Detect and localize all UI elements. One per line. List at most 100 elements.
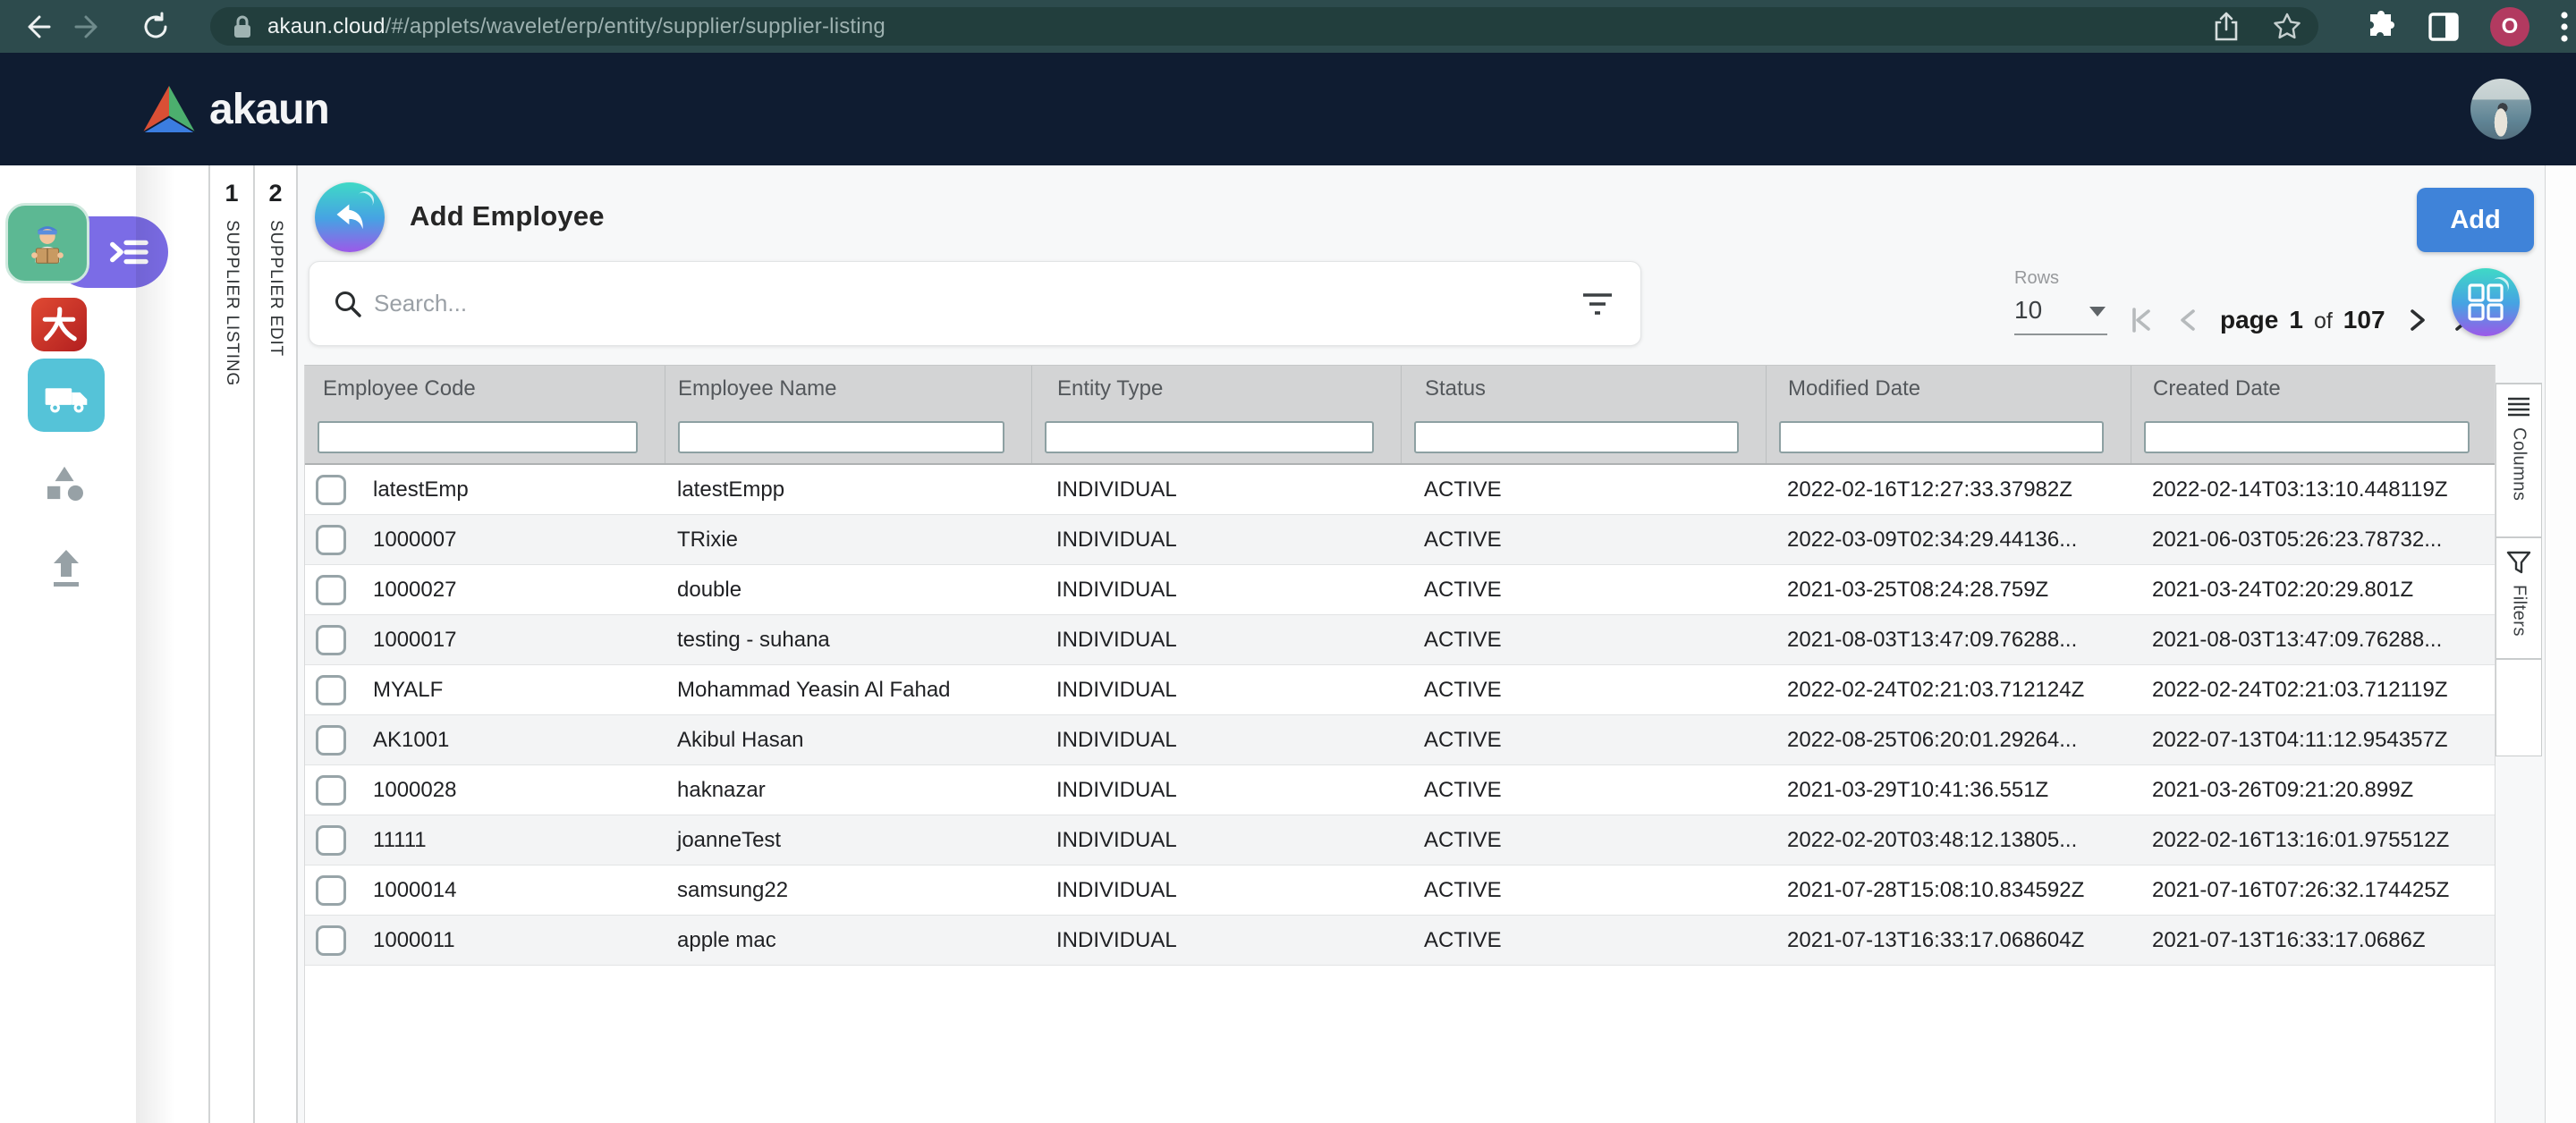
browser-toolbar: akaun.cloud/#/applets/wavelet/erp/entity… bbox=[0, 0, 2576, 53]
row-checkbox[interactable] bbox=[316, 525, 346, 555]
row-checkbox[interactable] bbox=[316, 625, 346, 655]
cell-employee-code: 1000007 bbox=[305, 515, 665, 564]
cell-modified-date: 2021-03-25T08:24:28.759Z bbox=[1766, 565, 2131, 614]
browser-back-icon[interactable] bbox=[9, 7, 63, 46]
column-header[interactable]: Created Date bbox=[2131, 366, 2496, 411]
right-panel-tabs: Columns Filters bbox=[2496, 383, 2542, 756]
search-icon bbox=[333, 289, 363, 319]
browser-menu-kebab-icon[interactable] bbox=[2560, 10, 2569, 44]
rows-select[interactable]: 10 bbox=[2014, 296, 2107, 335]
cell-modified-date: 2022-02-20T03:48:12.13805... bbox=[1766, 815, 2131, 865]
previous-page-button[interactable] bbox=[2177, 306, 2197, 334]
bookmark-star-icon[interactable] bbox=[2272, 12, 2302, 42]
next-page-button[interactable] bbox=[2409, 306, 2428, 334]
cell-employee-name: testing - suhana bbox=[665, 615, 1031, 664]
table-row[interactable]: latestEmplatestEmppINDIVIDUALACTIVE2022-… bbox=[305, 465, 2495, 515]
user-avatar[interactable] bbox=[2470, 79, 2531, 139]
rows-per-page: Rows 10 bbox=[2014, 268, 2113, 335]
column-header[interactable]: Employee Code bbox=[305, 366, 665, 411]
cell-employee-name: TRixie bbox=[665, 515, 1031, 564]
sidebar-item-logistics-applet[interactable] bbox=[28, 359, 105, 432]
row-checkbox[interactable] bbox=[316, 825, 346, 856]
page-word: page bbox=[2220, 306, 2278, 334]
cell-employee-name: Mohammad Yeasin Al Fahad bbox=[665, 665, 1031, 714]
table-row[interactable]: 1000017testing - suhanaINDIVIDUALACTIVE2… bbox=[305, 615, 2495, 665]
column-filter-input[interactable] bbox=[2144, 421, 2470, 453]
row-checkbox[interactable] bbox=[316, 875, 346, 906]
share-icon[interactable] bbox=[2213, 12, 2240, 42]
filters-panel-tab[interactable]: Filters bbox=[2496, 538, 2541, 660]
tab-supplier-edit[interactable]: 2 SUPPLIER EDIT bbox=[253, 165, 298, 1123]
table-row[interactable]: 1000014samsung22INDIVIDUALACTIVE2021-07-… bbox=[305, 865, 2495, 916]
row-checkbox[interactable] bbox=[316, 675, 346, 705]
filter-list-icon[interactable] bbox=[1581, 291, 1614, 317]
back-button[interactable] bbox=[315, 182, 385, 252]
row-checkbox[interactable] bbox=[316, 575, 346, 605]
column-header[interactable]: Employee Name bbox=[665, 366, 1031, 411]
browser-profile-avatar[interactable]: O bbox=[2490, 7, 2529, 46]
sidebar-item-dahua-applet[interactable] bbox=[31, 298, 87, 351]
total-pages: 107 bbox=[2343, 306, 2385, 334]
grid-view-button[interactable] bbox=[2452, 268, 2520, 336]
table-row[interactable]: 11111joanneTestINDIVIDUALACTIVE2022-02-2… bbox=[305, 815, 2495, 865]
search-input[interactable] bbox=[374, 290, 1581, 317]
browser-forward-icon[interactable] bbox=[63, 7, 116, 46]
table-row[interactable]: 1000011apple macINDIVIDUALACTIVE2021-07-… bbox=[305, 916, 2495, 966]
table-row[interactable]: 1000007TRixieINDIVIDUALACTIVE2022-03-09T… bbox=[305, 515, 2495, 565]
column-header[interactable]: Entity Type bbox=[1031, 366, 1401, 411]
column-filter-input[interactable] bbox=[1779, 421, 2104, 453]
browser-reload-icon[interactable] bbox=[129, 7, 182, 46]
cell-employee-name: Akibul Hasan bbox=[665, 715, 1031, 764]
side-panel-icon[interactable] bbox=[2428, 11, 2460, 43]
row-checkbox[interactable] bbox=[316, 925, 346, 956]
sidebar-item-upload-applet[interactable] bbox=[50, 550, 82, 589]
search-bar bbox=[309, 261, 1641, 346]
cell-employee-name: joanneTest bbox=[665, 815, 1031, 865]
row-checkbox[interactable] bbox=[316, 725, 346, 756]
akaun-triangle-logo-icon bbox=[141, 84, 197, 134]
cell-created-date: 2021-03-24T02:20:29.801Z bbox=[2131, 565, 2496, 614]
first-page-button[interactable] bbox=[2127, 306, 2154, 334]
column-filter-input[interactable] bbox=[1045, 421, 1374, 453]
cell-employee-code: 1000014 bbox=[305, 865, 665, 915]
column-filter-input[interactable] bbox=[678, 421, 1004, 453]
tab-label: SUPPLIER EDIT bbox=[266, 220, 285, 357]
cell-employee-code: 1000017 bbox=[305, 615, 665, 664]
row-checkbox[interactable] bbox=[316, 475, 346, 505]
column-filter-input[interactable] bbox=[318, 421, 638, 453]
filters-tab-label: Filters bbox=[2509, 585, 2529, 637]
cell-status: ACTIVE bbox=[1401, 715, 1766, 764]
extensions-puzzle-icon[interactable] bbox=[2365, 11, 2397, 43]
page-scrollbar-track[interactable] bbox=[2545, 165, 2576, 1123]
table-row[interactable]: AK1001Akibul HasanINDIVIDUALACTIVE2022-0… bbox=[305, 715, 2495, 765]
row-checkbox[interactable] bbox=[316, 775, 346, 806]
table-row[interactable]: 1000028haknazarINDIVIDUALACTIVE2021-03-2… bbox=[305, 765, 2495, 815]
address-bar[interactable]: akaun.cloud/#/applets/wavelet/erp/entity… bbox=[210, 7, 2318, 46]
column-header[interactable]: Status bbox=[1401, 366, 1766, 411]
table-row[interactable]: MYALFMohammad Yeasin Al FahadINDIVIDUALA… bbox=[305, 665, 2495, 715]
cell-status: ACTIVE bbox=[1401, 815, 1766, 865]
sidebar-item-supplier-applet[interactable] bbox=[5, 203, 89, 283]
column-filter-cell bbox=[1401, 411, 1766, 463]
columns-panel-tab[interactable]: Columns bbox=[2496, 384, 2541, 538]
cell-modified-date: 2022-02-16T12:27:33.37982Z bbox=[1766, 465, 2131, 514]
sidebar-item-shapes-applet[interactable] bbox=[43, 465, 88, 501]
cell-employee-name: samsung22 bbox=[665, 865, 1031, 915]
cell-modified-date: 2022-02-24T02:21:03.712124Z bbox=[1766, 665, 2131, 714]
cell-status: ACTIVE bbox=[1401, 765, 1766, 815]
current-page: 1 bbox=[2289, 306, 2303, 334]
cell-created-date: 2022-02-24T02:21:03.712119Z bbox=[2131, 665, 2496, 714]
add-button[interactable]: Add bbox=[2417, 188, 2534, 252]
cell-employee-code: 1000011 bbox=[305, 916, 665, 965]
table-filter-row bbox=[305, 411, 2495, 465]
cell-employee-name: double bbox=[665, 565, 1031, 614]
column-filter-input[interactable] bbox=[1414, 421, 1739, 453]
columns-icon bbox=[2507, 397, 2530, 417]
tab-supplier-listing[interactable]: 1 SUPPLIER LISTING bbox=[208, 165, 253, 1123]
cell-entity-type: INDIVIDUAL bbox=[1031, 865, 1401, 915]
cell-employee-code: 1000028 bbox=[305, 765, 665, 815]
delivery-person-icon bbox=[20, 215, 75, 271]
table-row[interactable]: 1000027doubleINDIVIDUALACTIVE2021-03-25T… bbox=[305, 565, 2495, 615]
column-header[interactable]: Modified Date bbox=[1766, 366, 2131, 411]
column-filter-cell bbox=[1031, 411, 1401, 463]
